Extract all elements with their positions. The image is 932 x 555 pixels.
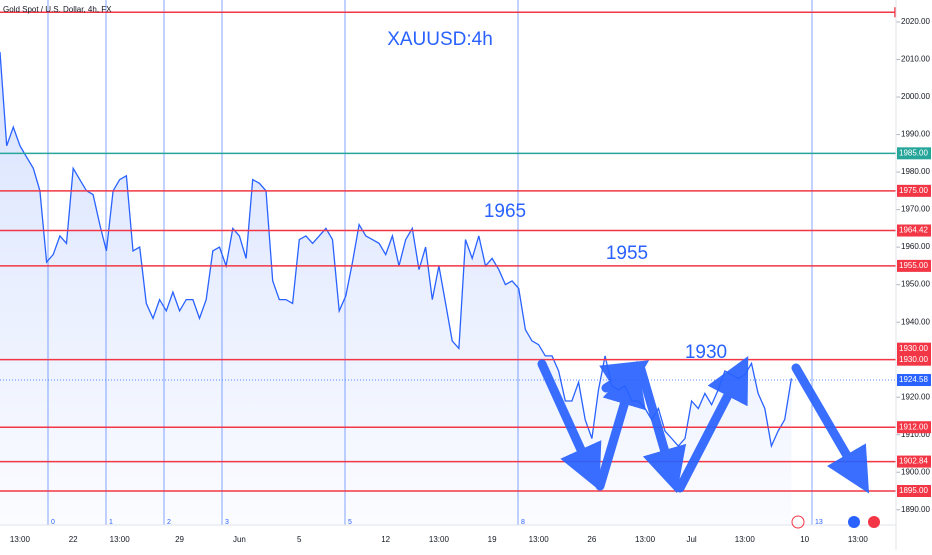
current-price-label: 1924.58 <box>899 375 928 384</box>
y-tick-label: 1990.00 <box>901 130 930 139</box>
y-tick-label: 1960.00 <box>901 242 930 251</box>
level-label: 1895.00 <box>899 486 928 495</box>
y-tick-label: 1920.00 <box>901 392 930 401</box>
event-icon[interactable] <box>848 516 860 528</box>
level-tag <box>897 184 931 197</box>
y-tick-label: 2020.00 <box>901 17 930 26</box>
event-icon[interactable] <box>791 515 805 529</box>
level-tag <box>897 455 931 468</box>
level-tag <box>897 485 931 497</box>
annotation: 1955 <box>606 243 648 264</box>
y-tick-label: 1980.00 <box>901 167 930 176</box>
x-tick-label: 22 <box>69 535 78 544</box>
x-tick-label: 13:00 <box>848 535 869 544</box>
level-label: 1955.00 <box>899 261 928 270</box>
y-tick-label: 1910.00 <box>901 430 930 439</box>
price-line <box>0 51 793 449</box>
annotation: 1965 <box>484 201 526 222</box>
level-label: 1964.42 <box>899 226 928 235</box>
chart-title: XAUUSD:4h <box>387 29 493 50</box>
current-price-tag <box>897 374 931 387</box>
level-label: 1902.84 <box>899 457 928 466</box>
x-tick-label: 13:00 <box>10 535 31 544</box>
level-label: 1912.00 <box>899 422 928 431</box>
level-label: 1930.00 <box>899 355 928 364</box>
price-area <box>0 52 792 525</box>
y-tick-label: 1890.00 <box>901 505 930 514</box>
y-tick-label: 2000.00 <box>901 92 930 101</box>
chart-header: Gold Spot / U.S. Dollar, 4h, FX <box>3 5 112 14</box>
x-tick-label: Jul <box>686 535 696 544</box>
level-label: 1975.00 <box>899 186 928 195</box>
y-tick-label: 1950.00 <box>901 280 930 289</box>
level-tag <box>897 224 931 237</box>
x-tick-label: 10 <box>800 535 809 544</box>
x-tick-label: 13:00 <box>529 535 550 544</box>
x-tick-label: 12 <box>381 535 390 544</box>
level-tag <box>897 342 931 355</box>
level-tag <box>897 259 931 272</box>
x-tick-label: 26 <box>587 535 596 544</box>
x-tick-label: 13:00 <box>429 535 450 544</box>
level-label: 1930.00 <box>899 344 928 353</box>
x-tick-label: Jun <box>233 535 246 544</box>
y-tick-label: 1900.00 <box>901 467 930 476</box>
x-tick-label: 13:00 <box>110 535 131 544</box>
annotation: 1930 <box>685 342 727 363</box>
time-zone-label: 13 <box>815 519 823 526</box>
x-tick-label: 19 <box>488 535 497 544</box>
level-tag <box>897 353 931 366</box>
x-tick-label: 13:00 <box>635 535 656 544</box>
x-tick-label: 13:00 <box>735 535 756 544</box>
y-tick-label: 1940.00 <box>901 317 930 326</box>
y-tick-label: 1970.00 <box>901 205 930 214</box>
event-icon[interactable] <box>868 516 880 528</box>
pattern-arrows <box>537 356 870 494</box>
level-tag <box>897 421 931 434</box>
level-tag <box>897 147 931 160</box>
x-tick-label: 29 <box>175 535 184 544</box>
x-tick-label: 5 <box>297 535 302 544</box>
level-label: 1985.00 <box>899 148 928 157</box>
y-tick-label: 2010.00 <box>901 55 930 64</box>
